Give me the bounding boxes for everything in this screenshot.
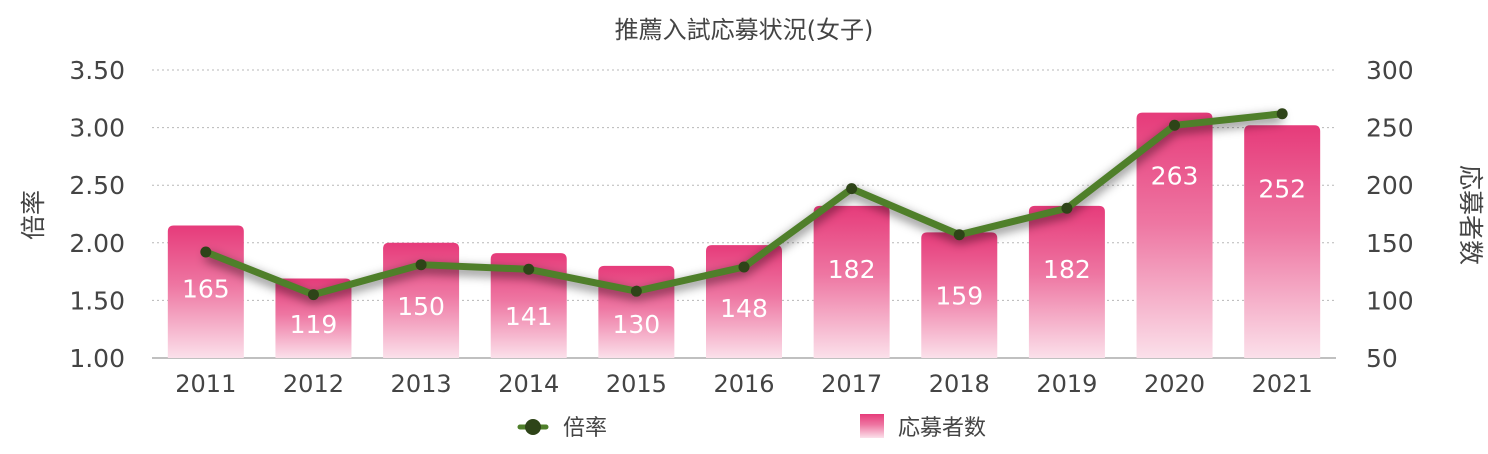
bar-value-label: 141 — [505, 302, 553, 331]
bar-value-label: 119 — [290, 310, 338, 339]
bar-value-label: 182 — [828, 255, 876, 284]
ratio-point — [953, 229, 965, 241]
x-tick-label: 2011 — [175, 370, 236, 398]
x-tick-label: 2016 — [713, 370, 774, 398]
bar-value-label: 150 — [397, 292, 445, 321]
x-tick-label: 2014 — [498, 370, 559, 398]
bar-value-label: 130 — [613, 310, 661, 339]
right-tick-label: 100 — [1366, 286, 1414, 315]
bar — [1136, 112, 1213, 359]
legend: 倍率 応募者数 — [517, 414, 986, 441]
bar — [1028, 205, 1105, 358]
bar-value-label: 148 — [720, 294, 768, 323]
x-tick-label: 2020 — [1144, 370, 1205, 398]
right-tick-label: 150 — [1366, 229, 1414, 258]
right-tick-label: 300 — [1366, 56, 1414, 85]
bar-value-label: 182 — [1043, 255, 1091, 284]
ratio-point — [846, 183, 858, 195]
bar-value-label: 165 — [182, 275, 230, 304]
x-axis-ticks: 2011 2012 2013 2014 2015 2016 2017 2018 2019 2020… — [175, 370, 1312, 398]
x-tick-label: 2017 — [821, 370, 882, 398]
ratio-point — [1169, 119, 1181, 131]
x-tick-label: 2015 — [606, 370, 667, 398]
right-tick-label: 250 — [1366, 114, 1414, 143]
legend-item-ratio[interactable]: 倍率 — [517, 416, 607, 441]
ratio-point — [415, 259, 427, 271]
ratio-point — [1061, 202, 1073, 214]
legend-item-applicants[interactable]: 応募者数 — [860, 414, 986, 441]
left-tick-label: 1.50 — [69, 286, 125, 315]
x-tick-label: 2013 — [391, 370, 452, 398]
ratio-point — [630, 285, 642, 297]
ratio-point — [307, 289, 319, 301]
x-tick-label: 2018 — [929, 370, 990, 398]
ratio-point — [738, 261, 750, 273]
legend-applicants-label: 応募者数 — [898, 416, 986, 441]
bar-value-label: 263 — [1151, 162, 1199, 191]
bar — [921, 232, 998, 358]
x-tick-label: 2019 — [1036, 370, 1097, 398]
bar-labels: 165 119 150 141 130 148 182 159 182 263 252 — [182, 162, 1306, 339]
left-tick-label: 2.50 — [69, 171, 125, 200]
left-axis-ticks: 1.00 1.50 2.00 2.50 3.00 3.50 — [69, 56, 125, 373]
bar-value-label: 252 — [1258, 174, 1306, 203]
left-tick-label: 2.00 — [69, 229, 125, 258]
bar — [1244, 125, 1321, 359]
right-tick-label: 200 — [1366, 171, 1414, 200]
ratio-point — [200, 246, 212, 258]
left-tick-label: 3.50 — [69, 56, 125, 85]
right-axis-ticks: 50 100 150 200 250 300 — [1366, 56, 1414, 373]
x-tick-label: 2021 — [1252, 370, 1313, 398]
legend-ratio-label: 倍率 — [563, 416, 607, 441]
bar — [275, 278, 352, 358]
right-tick-label: 50 — [1366, 344, 1398, 373]
chart-title: 推薦入試応募状況(女子) — [615, 16, 874, 44]
right-axis-label: 応募者数 — [1456, 165, 1485, 265]
ratio-point — [1276, 108, 1288, 120]
legend-applicants-swatch — [860, 414, 884, 438]
left-axis-label: 倍率 — [19, 190, 48, 240]
left-tick-label: 3.00 — [69, 114, 125, 143]
ratio-line — [200, 108, 1288, 304]
bar-value-label: 159 — [935, 281, 983, 310]
bar — [813, 205, 890, 358]
ratio-point — [523, 263, 535, 275]
x-tick-label: 2012 — [283, 370, 344, 398]
left-tick-label: 1.00 — [69, 344, 125, 373]
legend-ratio-marker — [525, 419, 541, 435]
